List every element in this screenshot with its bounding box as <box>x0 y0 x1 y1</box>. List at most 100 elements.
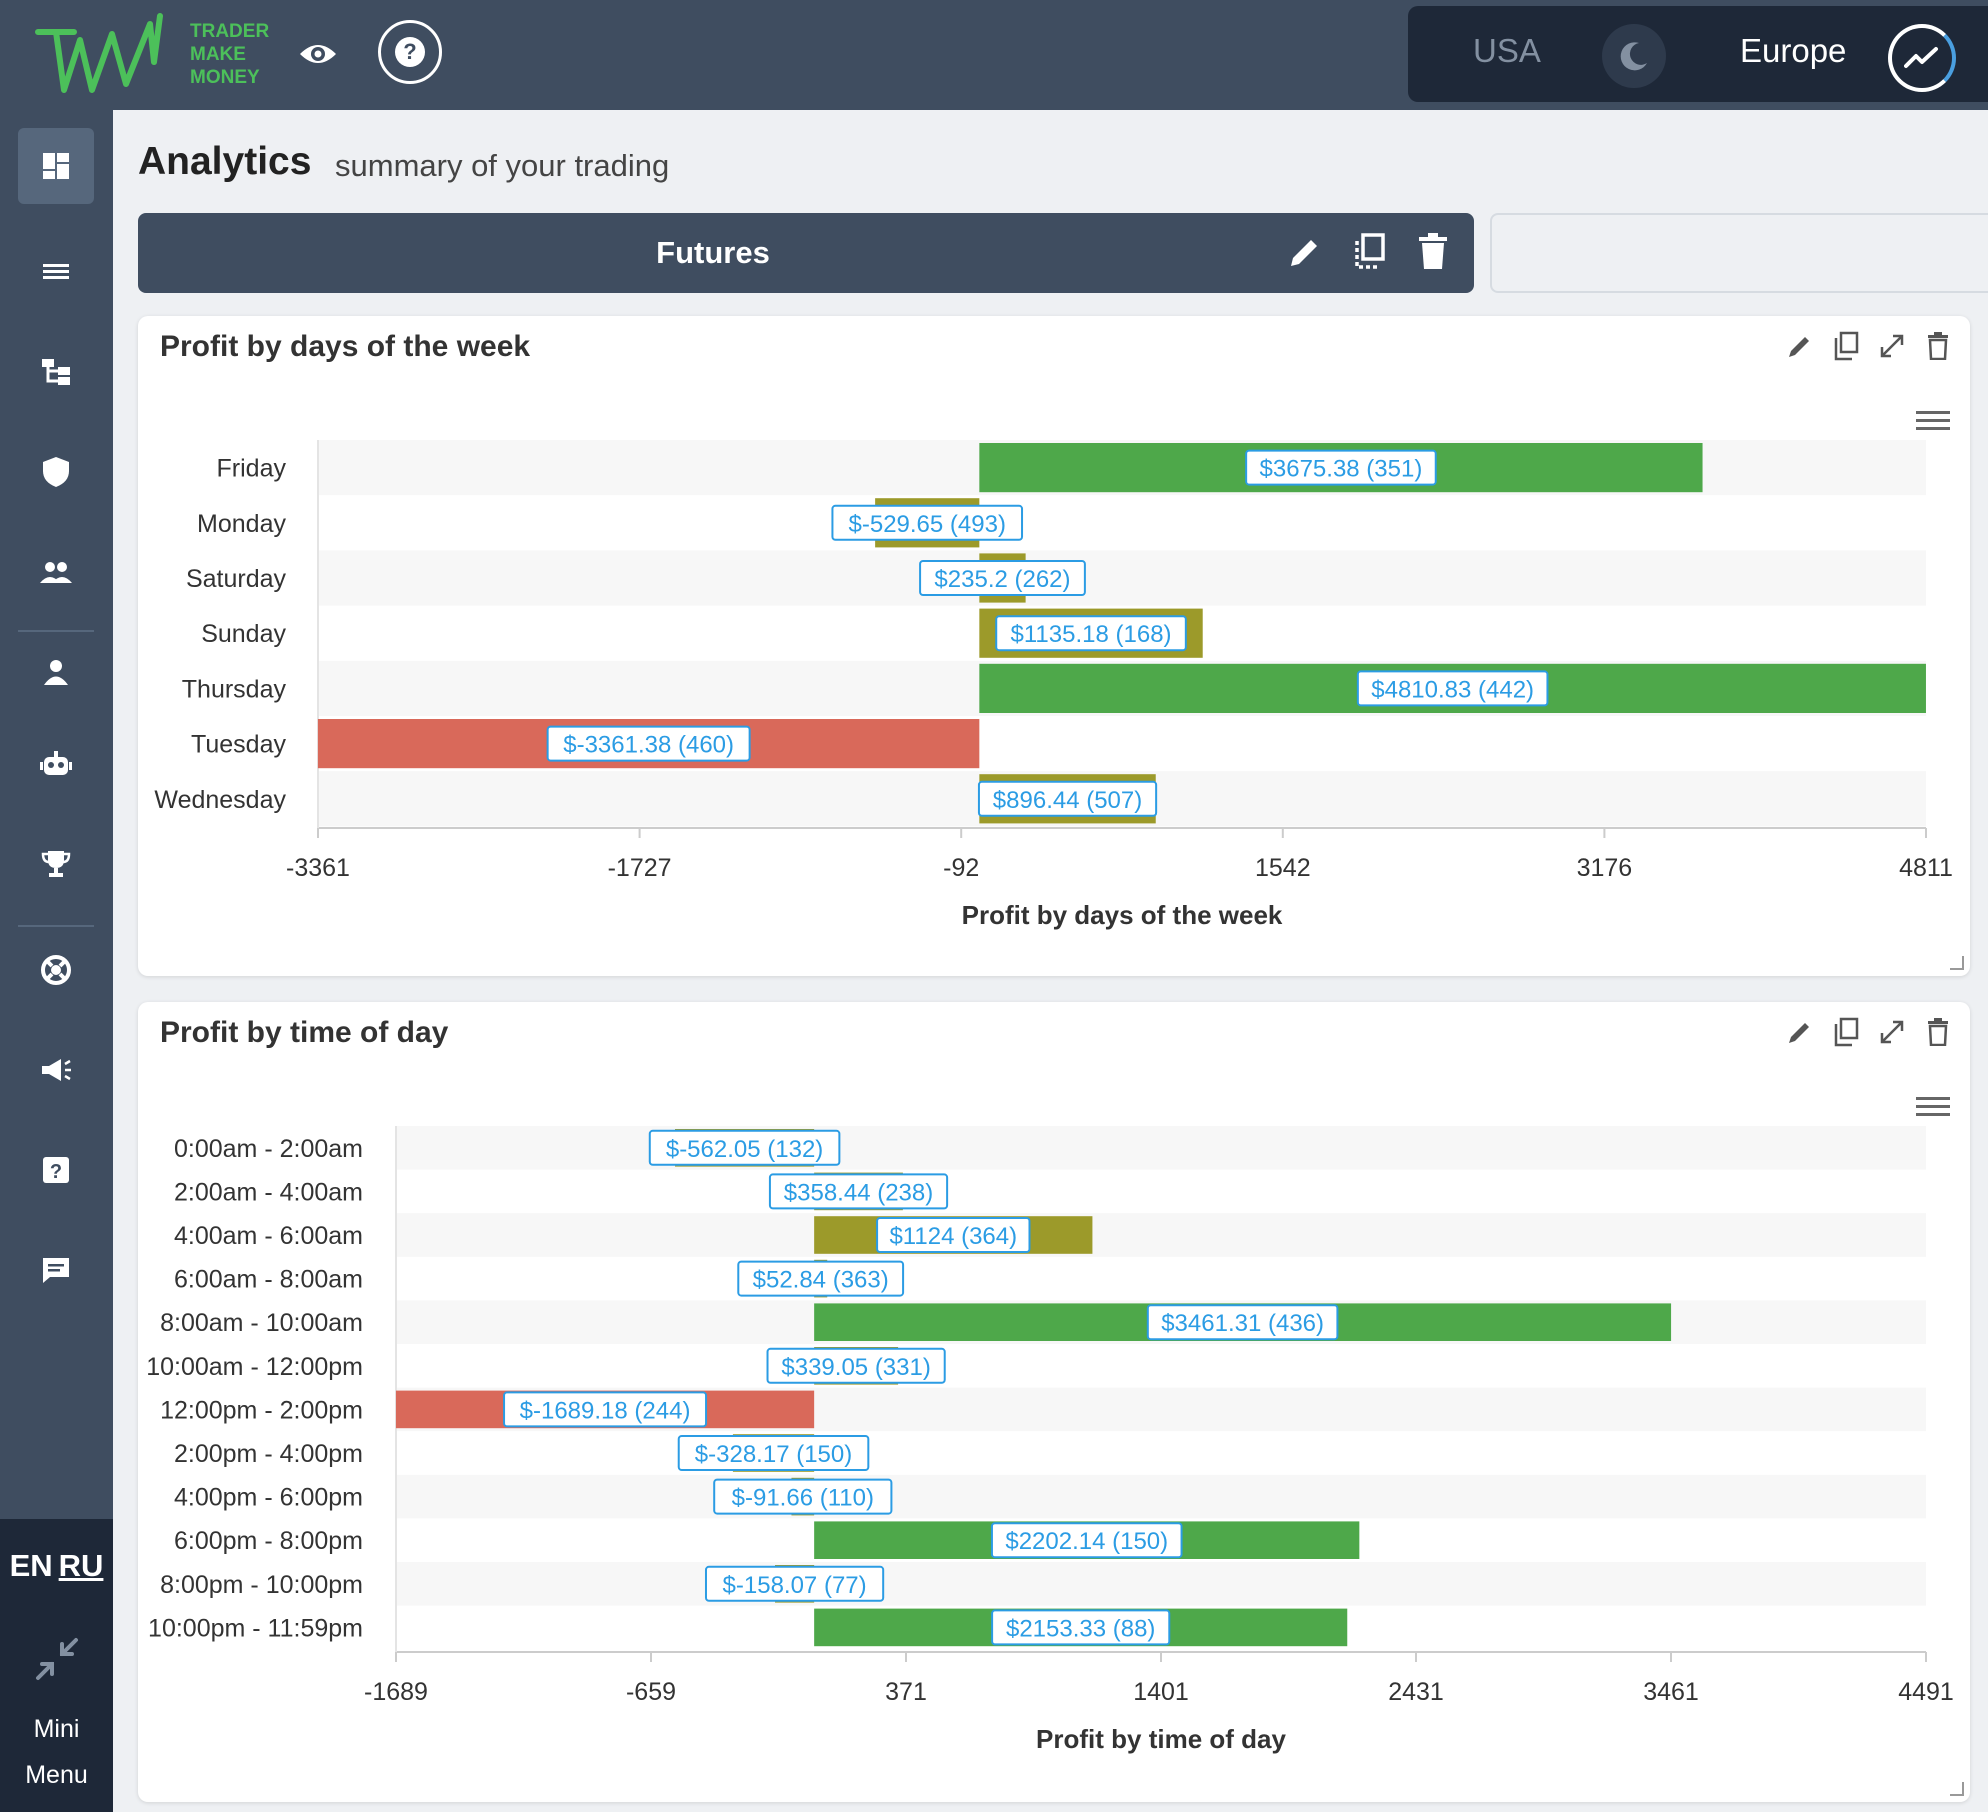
sidebar-divider <box>18 925 94 927</box>
sidebar-item-announcements[interactable] <box>18 1032 94 1108</box>
category-label: Thursday <box>182 675 287 703</box>
sidebar-item-dashboard[interactable] <box>18 128 94 204</box>
market-europe[interactable]: Europe <box>1740 32 1847 69</box>
data-label: $896.44 (507) <box>977 780 1158 817</box>
market-usa[interactable]: USA <box>1473 32 1541 69</box>
data-label: $2153.33 (88) <box>991 1609 1171 1646</box>
data-label-text: $-3361.38 (460) <box>563 732 734 759</box>
card-edit-button[interactable] <box>1784 330 1816 362</box>
card-copy-button[interactable] <box>1830 330 1862 362</box>
data-label-box <box>766 1347 946 1384</box>
tab-copy-button[interactable] <box>1348 231 1390 273</box>
data-label: $3675.38 (351) <box>1245 449 1437 486</box>
data-label-text: $-529.65 (493) <box>849 511 1006 538</box>
row-band <box>396 1213 1926 1257</box>
data-label-box <box>503 1391 708 1428</box>
dashboard-icon <box>43 153 69 179</box>
data-label-box <box>648 1129 841 1166</box>
category-label: 6:00am - 8:00am <box>174 1266 363 1294</box>
logo-icon[interactable] <box>34 10 184 100</box>
data-label-box <box>1146 1304 1339 1341</box>
x-tick-label: 3461 <box>1643 1678 1699 1706</box>
sidebar-item-robot[interactable] <box>18 726 94 802</box>
market-europe-toggle[interactable] <box>1888 24 1956 92</box>
market-switcher: USA Europe <box>1408 6 1988 102</box>
lang-ru[interactable]: RU <box>58 1548 104 1583</box>
chart-menu-icon[interactable] <box>1916 408 1950 434</box>
x-tick-label: -1689 <box>364 1678 428 1706</box>
data-label-text: $339.05 (331) <box>781 1354 930 1381</box>
help-button[interactable]: ? <box>378 20 442 84</box>
category-label: 8:00am - 10:00am <box>160 1309 363 1337</box>
x-axis-title: Profit by days of the week <box>962 900 1283 930</box>
data-label: $-158.07 (77) <box>704 1565 885 1602</box>
support-icon <box>41 955 71 985</box>
data-label-text: $-91.66 (110) <box>732 1485 874 1512</box>
category-label: 4:00pm - 6:00pm <box>174 1484 363 1512</box>
card-expand-button[interactable] <box>1876 1016 1908 1048</box>
resize-handle[interactable] <box>1950 1782 1964 1796</box>
category-label: 4:00am - 6:00am <box>174 1222 363 1250</box>
data-label-box <box>737 1260 905 1297</box>
mini-menu-line-2: Menu <box>25 1761 88 1789</box>
category-label: 6:00pm - 8:00pm <box>174 1527 363 1555</box>
chart-card-days: Profit by days of the week -3361 -1727 -92… <box>138 316 1970 976</box>
x-tick-label: -3361 <box>286 854 350 882</box>
tab-add[interactable] <box>1490 213 1988 293</box>
data-label-box <box>1356 670 1549 707</box>
mini-menu-button[interactable]: Mini Menu <box>0 1706 113 1798</box>
x-tick-label: 371 <box>885 1678 927 1706</box>
card-edit-button[interactable] <box>1784 1016 1816 1048</box>
resize-handle[interactable] <box>1950 956 1964 970</box>
data-label-text: $1124 (364) <box>889 1223 1017 1250</box>
x-tick-label: -659 <box>626 1678 676 1706</box>
lang-en[interactable]: EN <box>9 1548 53 1583</box>
data-label-box <box>876 1217 1031 1253</box>
category-label: 2:00am - 4:00am <box>174 1178 363 1206</box>
sidebar-item-group[interactable] <box>18 534 94 610</box>
person-icon <box>44 660 68 685</box>
trophy-icon <box>41 851 71 877</box>
card-delete-button[interactable] <box>1922 330 1954 362</box>
row-band <box>318 550 1926 606</box>
collapse-icon[interactable] <box>34 1636 80 1682</box>
data-label-box <box>704 1565 885 1602</box>
sidebar-item-support[interactable] <box>18 932 94 1008</box>
visibility-button[interactable] <box>296 36 340 72</box>
sidebar-item-profile[interactable] <box>18 634 94 710</box>
chart-card-time: Profit by time of day -1689 -659 371 1401 24… <box>138 1002 1970 1802</box>
sidebar-item-shield[interactable] <box>18 434 94 510</box>
chart-menu-icon[interactable] <box>1916 1094 1950 1120</box>
data-label-box <box>677 1435 870 1471</box>
sidebar-item-trophy[interactable] <box>18 826 94 902</box>
data-label: $1135.18 (168) <box>995 615 1187 652</box>
card-delete-button[interactable] <box>1922 1016 1954 1048</box>
card-copy-button[interactable] <box>1830 1016 1862 1048</box>
chart-title: Profit by days of the week <box>160 330 531 363</box>
data-label: $52.84 (363) <box>737 1260 905 1297</box>
x-axis-title: Profit by time of day <box>1036 1724 1286 1754</box>
data-label-text: $3675.38 (351) <box>1260 456 1423 483</box>
category-label: 0:00am - 2:00am <box>174 1135 363 1163</box>
tab-edit-button[interactable] <box>1284 231 1326 273</box>
pencil-icon <box>1789 337 1809 357</box>
x-tick-label: 4491 <box>1898 1678 1954 1706</box>
category-label: 8:00pm - 10:00pm <box>160 1571 363 1599</box>
data-label-box <box>713 1478 893 1515</box>
sidebar-item-list[interactable] <box>18 234 94 310</box>
market-usa-toggle[interactable] <box>1602 24 1666 88</box>
chart-time: -1689 -659 371 1401 2431 3461 4491 Profit by ti… <box>146 1126 1954 1754</box>
data-label-text: $358.44 (238) <box>784 1179 933 1206</box>
tab-futures[interactable]: Futures <box>138 213 1474 293</box>
page-title: Analytics <box>138 140 312 183</box>
card-expand-button[interactable] <box>1876 330 1908 362</box>
category-label: Saturday <box>186 565 287 593</box>
sidebar-item-chat[interactable] <box>18 1232 94 1308</box>
sidebar-divider <box>18 630 94 632</box>
sidebar-item-hierarchy[interactable] <box>18 334 94 410</box>
sidebar-item-help[interactable]: ? <box>18 1132 94 1208</box>
tab-delete-button[interactable] <box>1412 231 1454 273</box>
data-label-text: $1135.18 (168) <box>1011 621 1172 648</box>
x-tick-label: -92 <box>943 854 979 882</box>
x-tick-label: 3176 <box>1577 854 1633 882</box>
